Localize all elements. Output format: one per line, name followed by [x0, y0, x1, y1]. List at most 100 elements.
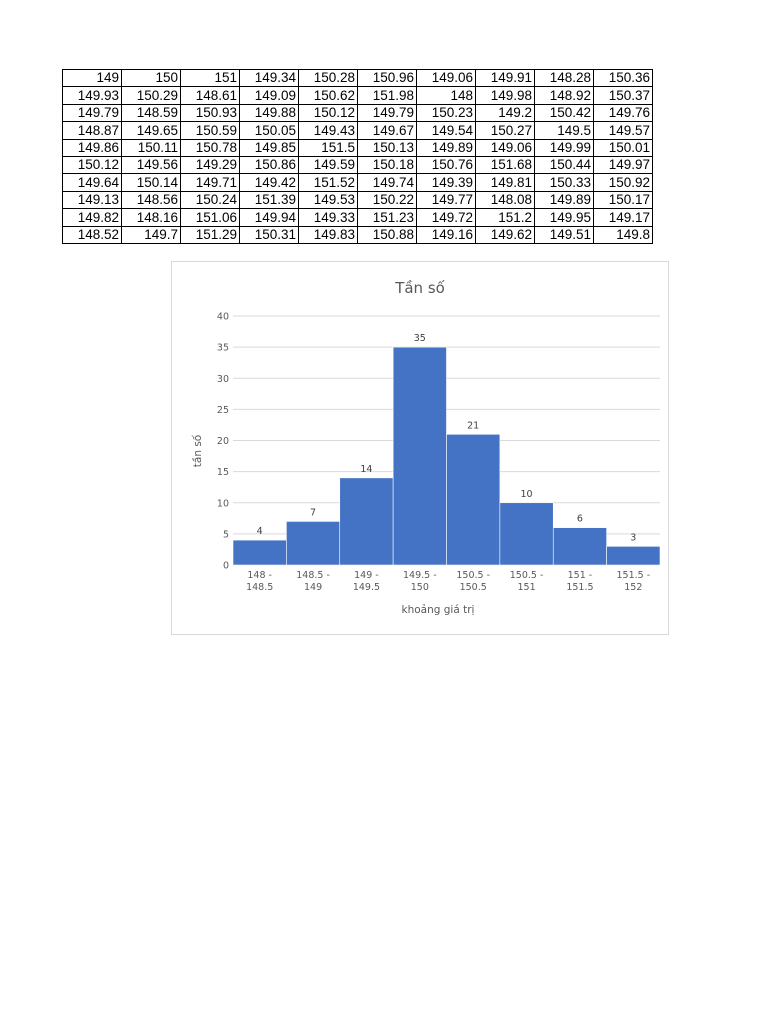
table-cell[interactable]: 150.01 [593, 138, 653, 157]
histogram-bar[interactable] [552, 527, 607, 566]
table-cell[interactable]: 150.42 [534, 103, 594, 123]
table-cell[interactable]: 151.52 [298, 173, 358, 192]
table-cell[interactable]: 150.23 [416, 103, 476, 123]
table-cell[interactable]: 151 [180, 68, 240, 88]
table-cell[interactable]: 150.93 [180, 103, 240, 123]
table-cell[interactable]: 150.12 [298, 103, 358, 123]
table-cell[interactable]: 149.7 [121, 225, 181, 244]
table-cell[interactable]: 150.27 [475, 121, 535, 140]
table-cell[interactable]: 148.16 [121, 208, 181, 227]
table-cell[interactable]: 149.67 [357, 121, 417, 140]
table-cell[interactable]: 149.62 [475, 225, 535, 244]
table-cell[interactable]: 148.61 [180, 86, 240, 105]
table-cell[interactable]: 148.87 [62, 121, 122, 140]
table-cell[interactable]: 149.57 [593, 121, 653, 140]
table-cell[interactable]: 149.59 [298, 155, 358, 175]
table-cell[interactable]: 149.06 [475, 138, 535, 157]
table-cell[interactable]: 148.28 [534, 68, 594, 88]
table-cell[interactable]: 150.12 [62, 155, 122, 175]
histogram-bar[interactable] [606, 546, 661, 566]
table-cell[interactable]: 150.31 [239, 225, 299, 244]
table-cell[interactable]: 150.92 [593, 173, 653, 192]
table-cell[interactable]: 151.06 [180, 208, 240, 227]
table-cell[interactable]: 150.36 [593, 68, 653, 88]
table-cell[interactable]: 149.09 [239, 86, 299, 105]
table-cell[interactable]: 150.86 [239, 155, 299, 175]
table-cell[interactable]: 148.08 [475, 190, 535, 210]
table-cell[interactable]: 149.88 [239, 103, 299, 123]
table-cell[interactable]: 149.86 [62, 138, 122, 157]
table-cell[interactable]: 149.29 [180, 155, 240, 175]
table-cell[interactable]: 150.11 [121, 138, 181, 157]
table-cell[interactable]: 149.64 [62, 173, 122, 192]
table-cell[interactable]: 149.5 [534, 121, 594, 140]
table-cell[interactable]: 150.24 [180, 190, 240, 210]
table-cell[interactable]: 151.29 [180, 225, 240, 244]
table-cell[interactable]: 151.68 [475, 155, 535, 175]
table-cell[interactable]: 150.05 [239, 121, 299, 140]
table-cell[interactable]: 151.23 [357, 208, 417, 227]
table-cell[interactable]: 149.85 [239, 138, 299, 157]
table-cell[interactable]: 149.99 [534, 138, 594, 157]
table-cell[interactable]: 149.56 [121, 155, 181, 175]
table-cell[interactable]: 150.13 [357, 138, 417, 157]
table-cell[interactable]: 150.17 [593, 190, 653, 210]
table-cell[interactable]: 149.74 [357, 173, 417, 192]
table-cell[interactable]: 150.14 [121, 173, 181, 192]
histogram-bar[interactable] [339, 477, 394, 566]
table-cell[interactable]: 149.34 [239, 68, 299, 88]
table-cell[interactable]: 149.79 [357, 103, 417, 123]
table-cell[interactable]: 148 [416, 86, 476, 105]
table-cell[interactable]: 150.18 [357, 155, 417, 175]
table-cell[interactable]: 150.88 [357, 225, 417, 244]
table-cell[interactable]: 151.5 [298, 138, 358, 157]
table-cell[interactable]: 149.97 [593, 155, 653, 175]
table-cell[interactable]: 150.96 [357, 68, 417, 88]
table-cell[interactable]: 149.42 [239, 173, 299, 192]
table-cell[interactable]: 149.17 [593, 208, 653, 227]
table-cell[interactable]: 148.52 [62, 225, 122, 244]
table-cell[interactable]: 150 [121, 68, 181, 88]
table-cell[interactable]: 150.29 [121, 86, 181, 105]
table-cell[interactable]: 148.56 [121, 190, 181, 210]
table-cell[interactable]: 150.62 [298, 86, 358, 105]
table-cell[interactable]: 149.53 [298, 190, 358, 210]
table-cell[interactable]: 149.82 [62, 208, 122, 227]
table-cell[interactable]: 149.91 [475, 68, 535, 88]
table-cell[interactable]: 149.89 [416, 138, 476, 157]
histogram-bar[interactable] [446, 433, 501, 566]
table-cell[interactable]: 149.72 [416, 208, 476, 227]
table-cell[interactable]: 149.16 [416, 225, 476, 244]
table-cell[interactable]: 151.2 [475, 208, 535, 227]
histogram-bar[interactable] [499, 502, 554, 566]
table-cell[interactable]: 149.51 [534, 225, 594, 244]
table-cell[interactable]: 150.22 [357, 190, 417, 210]
table-cell[interactable]: 149 [62, 68, 122, 88]
table-cell[interactable]: 149.8 [593, 225, 653, 244]
table-cell[interactable]: 149.76 [593, 103, 653, 123]
table-cell[interactable]: 149.71 [180, 173, 240, 192]
table-cell[interactable]: 150.59 [180, 121, 240, 140]
table-cell[interactable]: 149.95 [534, 208, 594, 227]
histogram-bar[interactable] [392, 346, 447, 566]
table-cell[interactable]: 149.83 [298, 225, 358, 244]
table-cell[interactable]: 150.44 [534, 155, 594, 175]
table-cell[interactable]: 149.54 [416, 121, 476, 140]
histogram-bar[interactable] [232, 539, 287, 566]
table-cell[interactable]: 149.33 [298, 208, 358, 227]
table-cell[interactable]: 148.92 [534, 86, 594, 105]
table-cell[interactable]: 148.59 [121, 103, 181, 123]
histogram-bar[interactable] [286, 521, 341, 566]
table-cell[interactable]: 149.39 [416, 173, 476, 192]
table-cell[interactable]: 149.98 [475, 86, 535, 105]
table-cell[interactable]: 149.2 [475, 103, 535, 123]
table-cell[interactable]: 149.94 [239, 208, 299, 227]
table-cell[interactable]: 149.06 [416, 68, 476, 88]
table-cell[interactable]: 149.77 [416, 190, 476, 210]
table-cell[interactable]: 149.43 [298, 121, 358, 140]
table-cell[interactable]: 150.76 [416, 155, 476, 175]
table-cell[interactable]: 149.93 [62, 86, 122, 105]
table-cell[interactable]: 151.39 [239, 190, 299, 210]
table-cell[interactable]: 150.33 [534, 173, 594, 192]
table-cell[interactable]: 149.89 [534, 190, 594, 210]
